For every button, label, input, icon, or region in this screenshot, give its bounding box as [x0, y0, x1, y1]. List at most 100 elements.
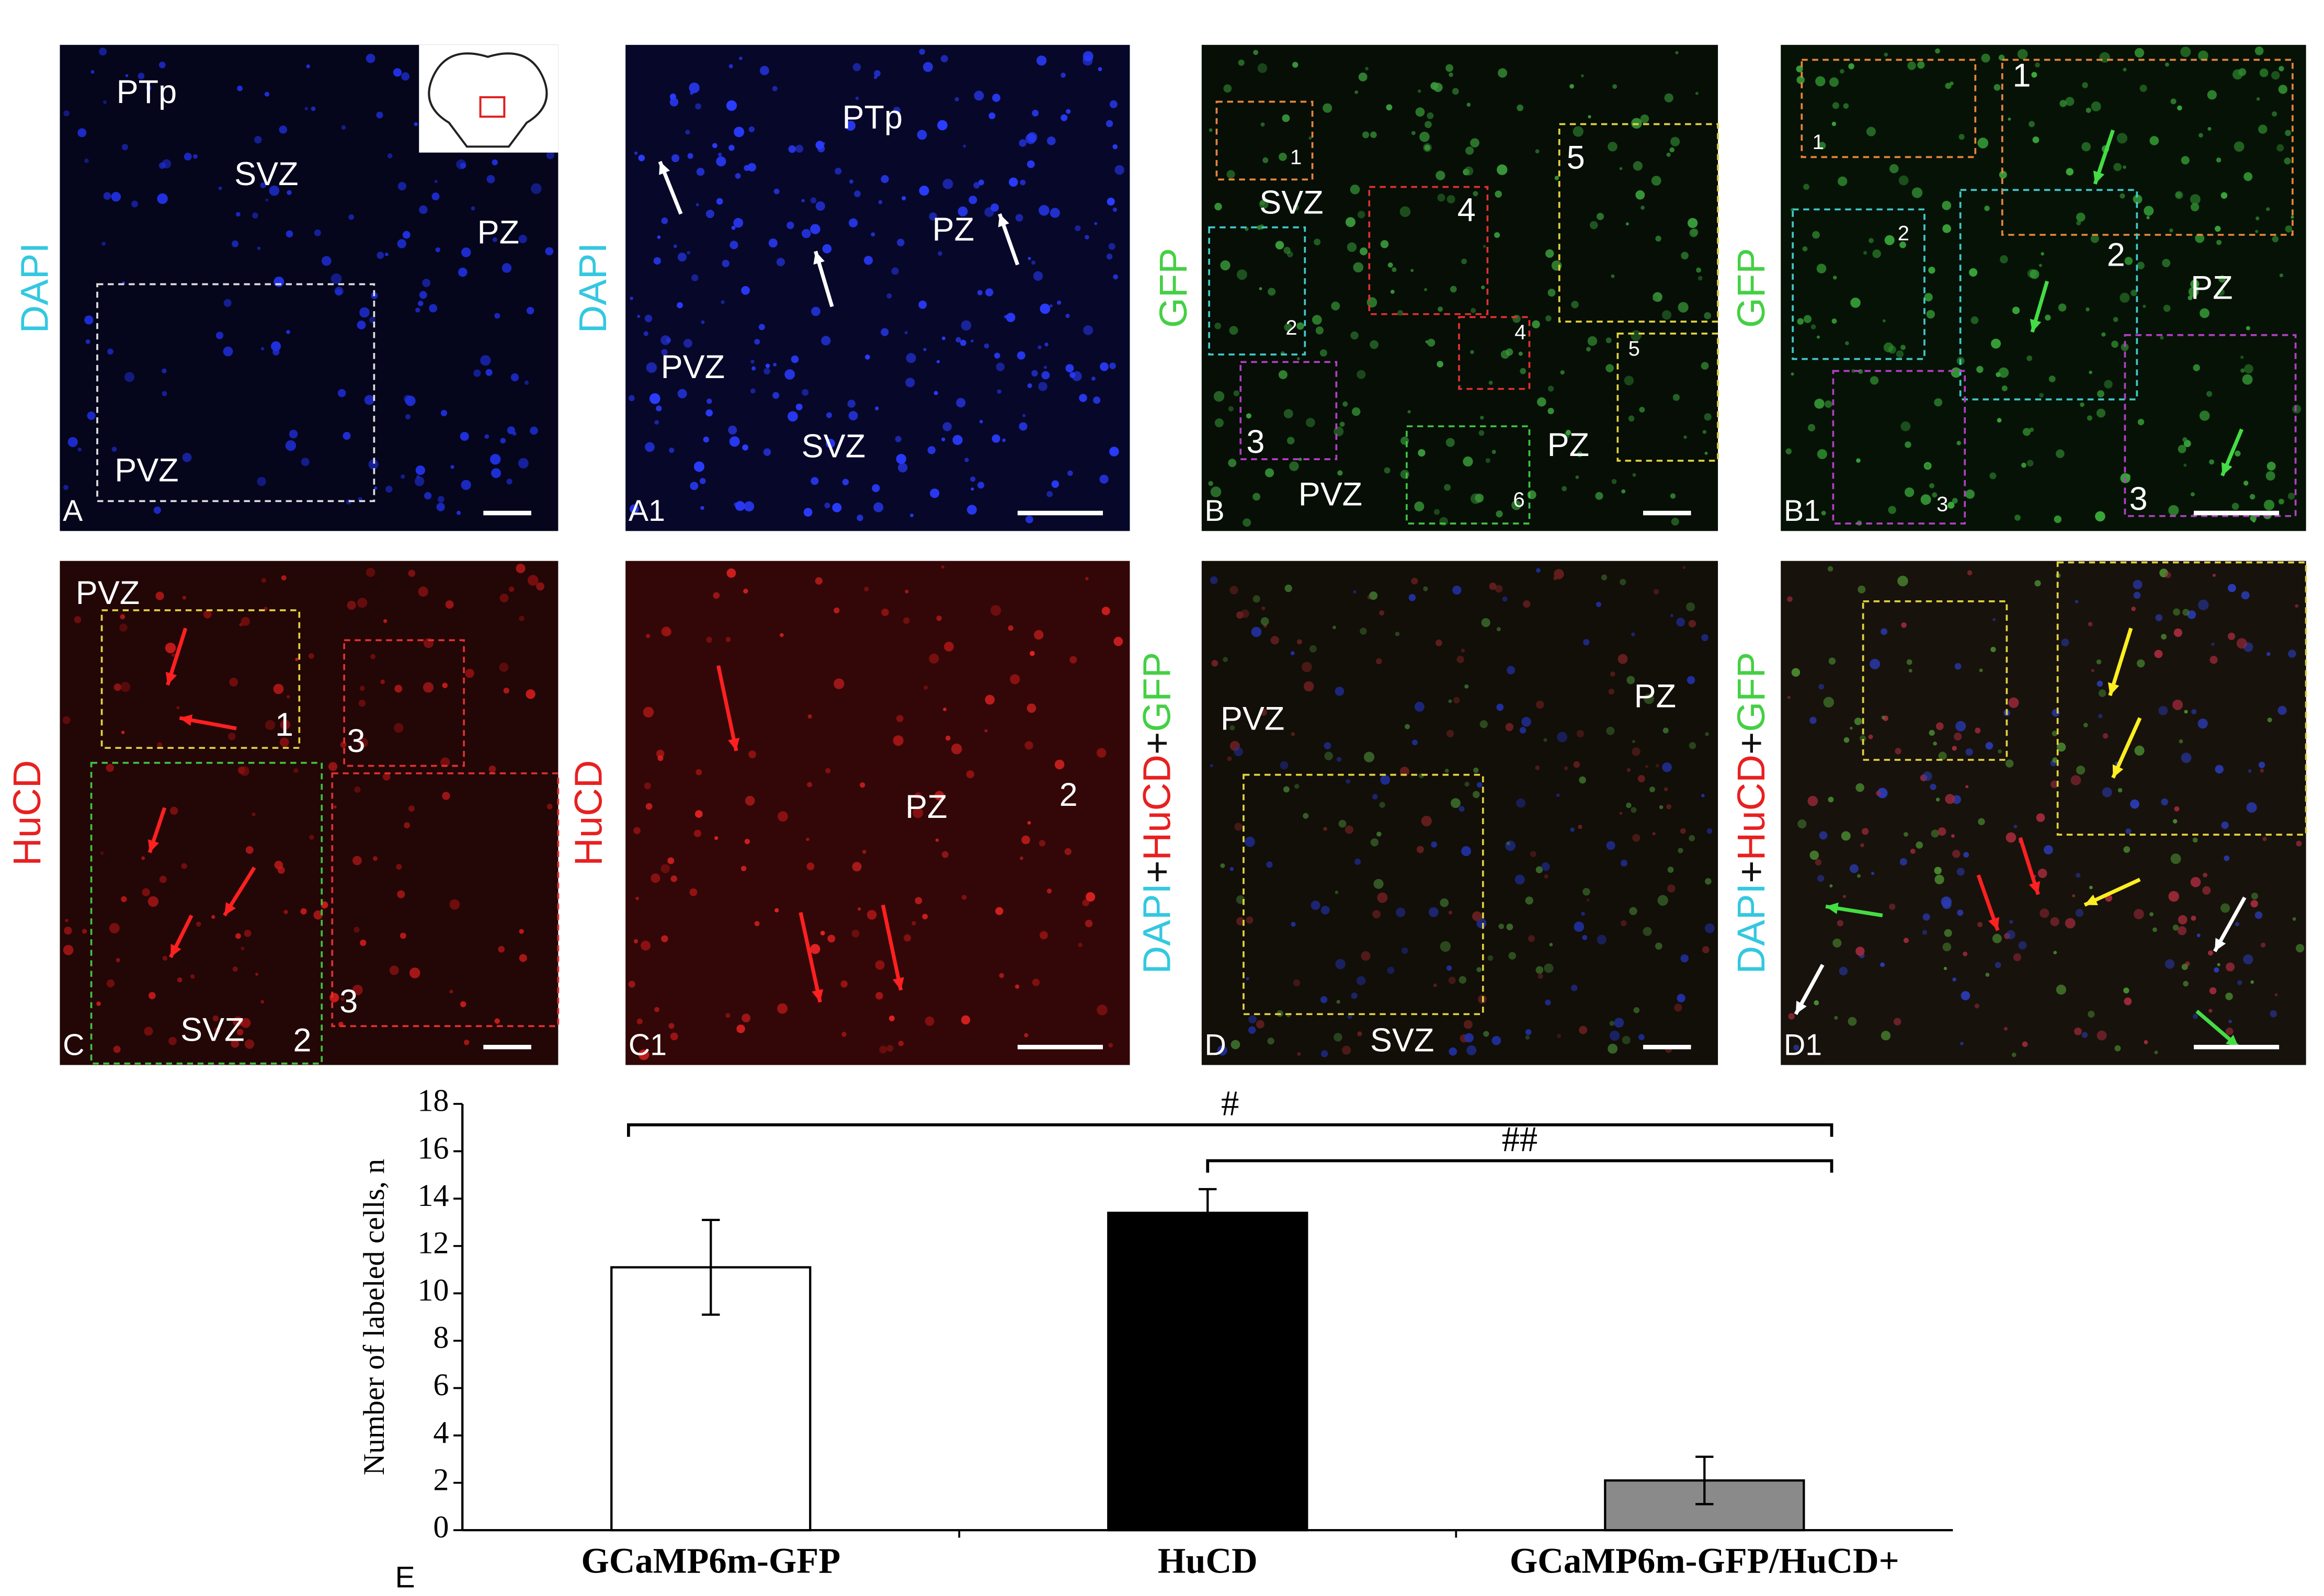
cell-signal — [1662, 727, 1669, 734]
cell-signal — [807, 714, 812, 719]
cell-signal — [473, 369, 481, 377]
cell-signal — [2008, 117, 2011, 121]
cell-signal — [181, 863, 187, 869]
cell-signal — [742, 444, 748, 451]
cell-signal — [519, 954, 527, 962]
cell-signal — [2083, 723, 2088, 727]
cell-signal — [382, 773, 391, 781]
cell-signal — [2181, 156, 2190, 165]
cell-signal — [1981, 53, 1990, 63]
cell-signal — [1832, 276, 1837, 280]
cell-signal — [1220, 260, 1231, 271]
cell-signal — [2243, 172, 2253, 181]
cell-signal — [434, 180, 438, 183]
cell-signal — [2034, 580, 2041, 587]
cell-signal — [1855, 947, 1865, 956]
cell-signal — [397, 181, 407, 191]
cell-signal — [1666, 152, 1671, 157]
inset-box — [1801, 59, 1977, 158]
cell-signal — [389, 965, 399, 975]
cell-signal — [966, 770, 974, 779]
cell-signal — [918, 300, 927, 309]
cell-signal — [1291, 921, 1296, 927]
cell-signal — [1622, 1035, 1631, 1044]
channel-part: GFP — [1152, 248, 1195, 328]
cell-signal — [984, 343, 989, 349]
inset-box — [1558, 123, 1719, 323]
cell-signal — [536, 582, 544, 591]
cell-signal — [1065, 314, 1070, 318]
cell-signal — [1970, 316, 1979, 324]
cell-signal — [1884, 52, 1888, 57]
cell-signal — [1506, 841, 1510, 846]
channel-part: HuCD — [1135, 755, 1178, 860]
cell-signal — [2217, 963, 2220, 966]
cell-signal — [1666, 804, 1672, 810]
cell-signal — [1009, 177, 1018, 187]
cell-signal — [1942, 224, 1951, 233]
cell-signal — [489, 454, 501, 465]
cell-signal — [2097, 680, 2103, 687]
cell-signal — [1236, 917, 1245, 926]
cell-signal — [2098, 689, 2106, 697]
region-label: 3 — [339, 983, 358, 1020]
cell-signal — [2242, 374, 2253, 385]
cell-signal — [141, 856, 145, 860]
cell-signal — [1866, 127, 1876, 136]
cell-signal — [1320, 1050, 1328, 1057]
cell-signal — [1038, 345, 1042, 349]
channel-label: HuCD — [566, 760, 610, 865]
cell-signal — [422, 278, 431, 287]
cell-signal — [502, 263, 512, 273]
region-label: PVZ — [661, 349, 725, 385]
cell-signal — [801, 229, 811, 238]
cell-signal — [1670, 614, 1673, 618]
cell-signal — [1315, 326, 1324, 335]
cell-signal — [196, 921, 201, 927]
cell-signal — [820, 930, 825, 936]
cell-signal — [2038, 264, 2042, 267]
cell-signal — [2149, 136, 2159, 145]
cell-signal — [1464, 166, 1474, 176]
cell-signal — [2013, 953, 2022, 962]
cell-signal — [480, 355, 491, 366]
cell-signal — [1605, 337, 1612, 344]
cell-signal — [2254, 46, 2264, 55]
cell-signal — [347, 600, 356, 610]
cell-signal — [1464, 684, 1469, 689]
cell-signal — [1612, 84, 1617, 89]
cell-signal — [1353, 590, 1357, 594]
cell-signal — [1581, 911, 1585, 916]
cell-signal — [2248, 769, 2252, 773]
cell-signal — [2072, 894, 2076, 898]
cell-signal — [2076, 766, 2086, 775]
cell-signal — [2097, 390, 2104, 398]
cell-signal — [696, 769, 702, 776]
cell-signal — [873, 75, 878, 79]
cell-signal — [1834, 1016, 1838, 1020]
cell-signal — [1978, 818, 1985, 825]
cell-signal — [990, 203, 999, 212]
cell-signal — [1025, 515, 1033, 523]
cell-signal — [165, 642, 176, 654]
cell-signal — [211, 915, 215, 919]
cell-signal — [1956, 868, 1965, 876]
cell-signal — [1704, 451, 1708, 455]
cell-signal — [1664, 787, 1668, 792]
cell-signal — [1881, 628, 1888, 635]
cell-signal — [1293, 204, 1299, 211]
cell-signal — [1564, 766, 1568, 771]
y-tick-label: 12 — [417, 1225, 449, 1260]
cell-signal — [546, 803, 553, 810]
cell-signal — [974, 90, 984, 101]
cell-signal — [944, 642, 954, 652]
significance-label: # — [1221, 1083, 1239, 1123]
channel-part: HuCD — [1729, 755, 1772, 860]
cell-signal — [405, 414, 411, 420]
cell-signal — [634, 151, 638, 155]
cell-signal — [308, 653, 314, 659]
cell-signal — [1331, 301, 1340, 311]
cell-signal — [2225, 1027, 2234, 1035]
cell-signal — [2179, 739, 2183, 744]
cell-signal — [1044, 343, 1049, 347]
